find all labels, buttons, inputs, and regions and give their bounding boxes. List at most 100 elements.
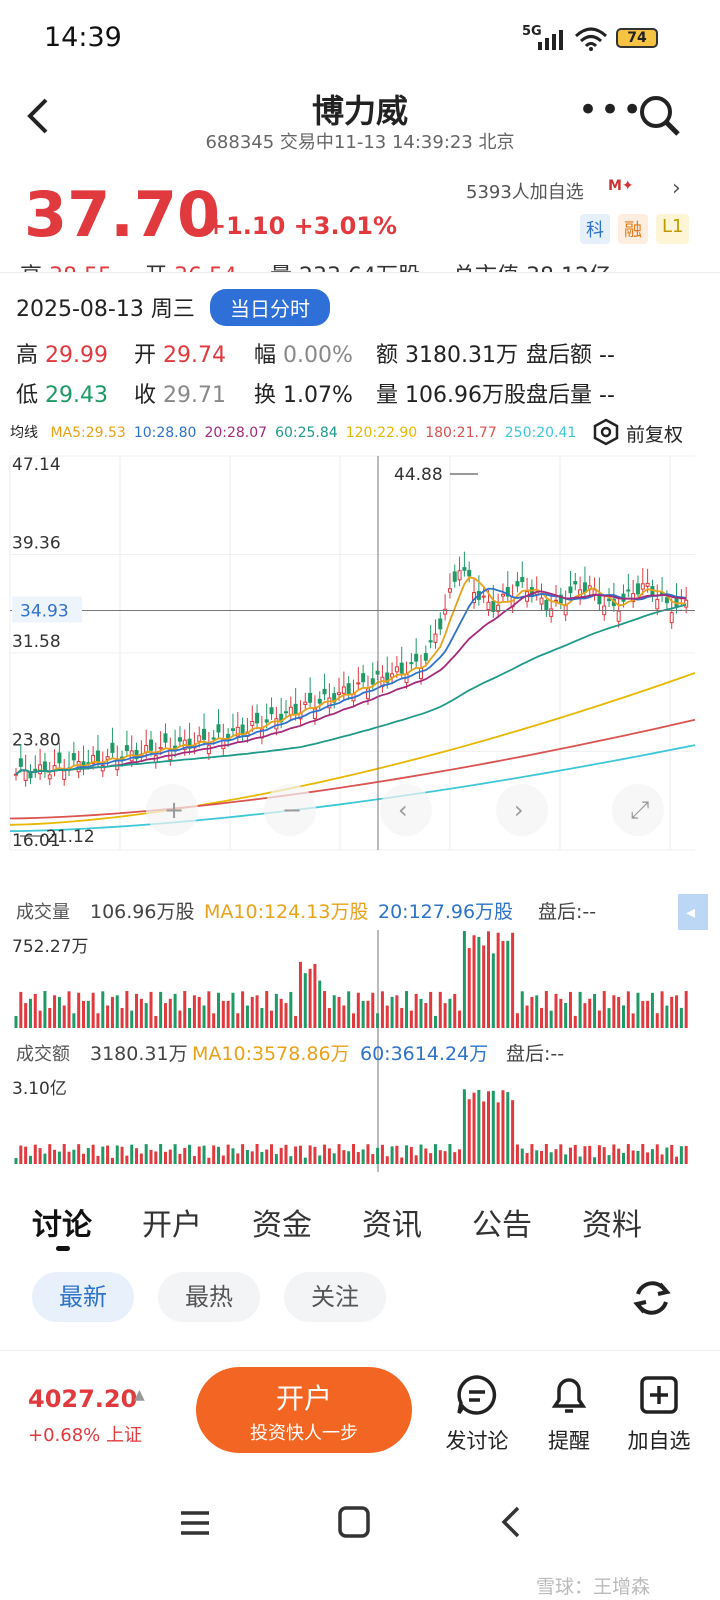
volume-bar [178,1010,182,1028]
kline-chart-area[interactable]: 均线 MA5:29.53 10:28.80 20:28.07 60:25.84 120:… [0,412,720,1172]
volume-bar [409,1010,413,1028]
menu-icon[interactable] [178,1506,212,1540]
candle-body [71,753,76,761]
amount-value: 3180.31万 [90,1043,188,1065]
index-change[interactable]: +0.68% 上证 [28,1425,142,1446]
volume-bar [332,995,336,1028]
bell-icon [551,1378,587,1413]
amount-bar [212,1145,216,1164]
ma-legend-item-6: 250:20.41 [504,425,577,441]
add-watchlist-button[interactable]: 加自选 [614,1373,704,1455]
day-amplitude: 幅 0.00% [254,343,353,368]
nav-back-icon[interactable] [496,1504,526,1540]
tab-funds[interactable]: 资金 [252,1208,312,1243]
post-discussion-button[interactable]: 发讨论 [432,1373,522,1455]
amount-bar [544,1144,548,1164]
search-icon[interactable] [638,94,682,138]
open-account-button[interactable]: 开户 投资快人一步 [196,1367,412,1453]
amount-bar [86,1148,90,1164]
amount-bar [77,1144,81,1164]
volume-bar [458,1010,462,1028]
wifi-icon [574,27,608,51]
chart-control-glyph-0: + [164,796,184,824]
badge-group: 科 融 L1 [580,214,690,244]
volume-bar [462,931,466,1028]
volume-bar [573,1015,577,1028]
subtab-latest[interactable]: 最新 [32,1272,134,1322]
candle-body [626,589,631,592]
volume-bar [549,1010,553,1028]
amount-bar [487,1091,490,1164]
amount-bar [578,1156,582,1164]
more-icon[interactable]: ••• [578,90,645,130]
volume-bar [578,991,582,1028]
candle-body [134,749,139,760]
amount-bar [626,1144,630,1164]
amount-bar [207,1157,211,1164]
candle-body [539,597,544,605]
volume-bar [400,1007,404,1028]
amount-after: 盘后:-- [506,1043,564,1065]
adjust-mode[interactable]: 前复权 [626,424,684,446]
volume-bar [19,991,23,1028]
back-icon[interactable] [24,96,54,136]
candle-body [399,662,404,674]
volume-bar [154,1015,158,1028]
index-value[interactable]: 4027.20 [28,1385,138,1413]
amount-bar [458,1149,462,1164]
volume-bar [405,991,409,1028]
ma-legend-title: 均线 [10,425,38,441]
tab-open-account[interactable]: 开户 [142,1208,202,1243]
followers-count[interactable]: 5393人加自选 [466,182,584,203]
volume-bar [270,1010,274,1028]
amount-bar [154,1151,158,1164]
volume-bar [135,993,139,1028]
candle-body [303,701,308,706]
candle-body [230,728,235,731]
amount-bar [622,1152,625,1164]
amount-bar [274,1153,278,1164]
amount-bar [564,1154,568,1164]
amount-bar [159,1144,163,1164]
volume-bar [96,1013,100,1028]
volume-bar [82,1000,85,1028]
home-icon[interactable] [336,1504,372,1540]
chevron-right-icon[interactable]: › [672,176,681,201]
market-cap-value: 38.12亿 [526,264,611,272]
amount-bar [106,1145,110,1164]
subtab-follow[interactable]: 关注 [284,1272,386,1322]
volume-side-tab [678,894,708,930]
tab-announcements[interactable]: 公告 [472,1208,532,1243]
triangle-up-icon: ▲ [134,1387,145,1403]
chart-control-2 [380,784,432,836]
candle-body [390,673,395,678]
amount-bar [139,1153,143,1164]
candle-body [414,653,419,662]
volume-bar [303,973,307,1028]
candle-body [635,583,640,595]
subtab-hot[interactable]: 最热 [158,1272,260,1322]
day-low: 低 29.43 [16,383,108,408]
price-change: +1.10 +3.01% [206,212,398,240]
chart-control-3 [496,784,548,836]
amount-bar [361,1149,365,1164]
volume-bar [660,991,664,1028]
volume-bar [361,1000,365,1028]
tab-discuss[interactable]: 讨论 [32,1208,92,1243]
amount-bar [347,1151,351,1164]
tab-news[interactable]: 资讯 [362,1208,422,1243]
long-ma-line-2 [9,744,696,833]
alert-button[interactable]: 提醒 [524,1373,614,1455]
amount-bar [163,1151,167,1164]
intraday-button[interactable]: 当日分时 [210,289,330,326]
tab-profile[interactable]: 资料 [582,1208,642,1243]
clock: 14:39 [44,22,122,53]
amount-bar [265,1149,269,1164]
amount-bar [400,1157,404,1164]
settings-hex-icon[interactable] [592,418,620,446]
refresh-icon[interactable] [630,1276,674,1320]
volume-bar [250,996,254,1028]
amount-bar [14,1158,18,1164]
amount-bar [43,1153,47,1164]
candle-body [308,692,313,703]
